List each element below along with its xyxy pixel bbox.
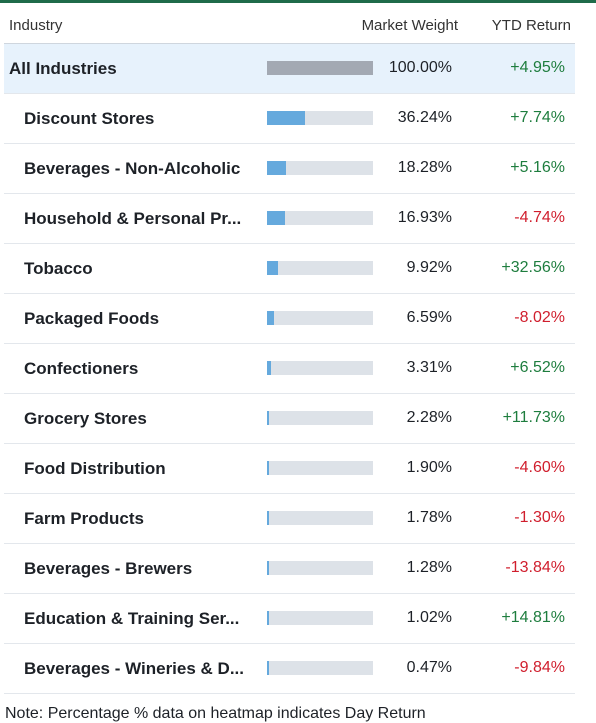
market-weight-value: 9.92% bbox=[406, 259, 452, 276]
market-weight-bar bbox=[267, 61, 373, 75]
header-industry[interactable]: Industry bbox=[9, 17, 63, 34]
table-row[interactable]: Tobacco 9.92% +32.56% bbox=[4, 244, 575, 294]
industry-name[interactable]: Beverages - Non-Alcoholic bbox=[24, 159, 241, 178]
market-weight-value: 36.24% bbox=[397, 109, 452, 126]
market-weight-bar-fill bbox=[267, 111, 306, 125]
market-weight-value: 1.90% bbox=[406, 459, 452, 476]
market-weight-bar bbox=[267, 311, 373, 325]
table-body: All Industries 100.00% +4.95% Discount Stor… bbox=[4, 44, 575, 694]
industry-name[interactable]: Grocery Stores bbox=[24, 409, 147, 428]
market-weight-bar bbox=[267, 261, 373, 275]
ytd-return-value: +11.73% bbox=[502, 409, 565, 426]
industry-name[interactable]: Household & Personal Pr... bbox=[24, 209, 242, 228]
industry-name[interactable]: Education & Training Ser... bbox=[24, 609, 240, 628]
industry-table: Industry Market Weight YTD Return All In… bbox=[4, 3, 575, 694]
table-row[interactable]: Household & Personal Pr... 16.93% -4.74% bbox=[4, 194, 575, 244]
market-weight-bar-fill bbox=[267, 161, 287, 175]
market-weight-value: 18.28% bbox=[397, 159, 452, 176]
market-weight-value: 6.59% bbox=[406, 309, 452, 326]
market-weight-bar bbox=[267, 461, 373, 475]
market-weight-bar-fill bbox=[267, 661, 270, 675]
market-weight-bar-fill bbox=[267, 211, 285, 225]
market-weight-bar bbox=[267, 161, 373, 175]
market-weight-bar bbox=[267, 511, 373, 525]
ytd-return-value: -13.84% bbox=[505, 559, 565, 576]
footnote: Note: Percentage % data on heatmap indic… bbox=[5, 705, 426, 722]
table-row[interactable]: Discount Stores 36.24% +7.74% bbox=[4, 94, 575, 144]
market-weight-bar bbox=[267, 411, 373, 425]
market-weight-bar-fill bbox=[267, 611, 270, 625]
market-weight-bar-fill bbox=[267, 511, 270, 525]
industry-name[interactable]: Confectioners bbox=[24, 359, 139, 378]
market-weight-value: 3.31% bbox=[406, 359, 452, 376]
market-weight-bar-fill bbox=[267, 411, 270, 425]
market-weight-bar-fill bbox=[267, 361, 271, 375]
ytd-return-value: +5.16% bbox=[510, 159, 565, 176]
table-row[interactable]: Grocery Stores 2.28% +11.73% bbox=[4, 394, 575, 444]
table-row[interactable]: Food Distribution 1.90% -4.60% bbox=[4, 444, 575, 494]
table-row[interactable]: Confectioners 3.31% +6.52% bbox=[4, 344, 575, 394]
market-weight-bar-fill bbox=[267, 261, 278, 275]
header-market-weight[interactable]: Market Weight bbox=[361, 17, 458, 34]
table-row-all-industries[interactable]: All Industries 100.00% +4.95% bbox=[4, 44, 575, 94]
ytd-return-value: -4.60% bbox=[514, 459, 565, 476]
market-weight-value: 0.47% bbox=[406, 659, 452, 676]
industry-name[interactable]: All Industries bbox=[9, 59, 117, 78]
market-weight-bar bbox=[267, 561, 373, 575]
market-weight-value: 1.02% bbox=[406, 609, 452, 626]
industry-name[interactable]: Farm Products bbox=[24, 509, 144, 528]
ytd-return-value: +6.52% bbox=[510, 359, 565, 376]
market-weight-value: 1.28% bbox=[406, 559, 452, 576]
market-weight-bar-fill bbox=[267, 311, 274, 325]
table-row[interactable]: Beverages - Brewers 1.28% -13.84% bbox=[4, 544, 575, 594]
ytd-return-value: +4.95% bbox=[510, 59, 565, 76]
table-row[interactable]: Beverages - Wineries & D... 0.47% -9.84% bbox=[4, 644, 575, 694]
ytd-return-value: -9.84% bbox=[514, 659, 565, 676]
table-row[interactable]: Education & Training Ser... 1.02% +14.81% bbox=[4, 594, 575, 644]
header-ytd-return[interactable]: YTD Return bbox=[491, 17, 571, 34]
market-weight-value: 2.28% bbox=[406, 409, 452, 426]
ytd-return-value: +14.81% bbox=[501, 609, 565, 626]
market-weight-bar-fill bbox=[267, 61, 373, 75]
industry-name[interactable]: Beverages - Wineries & D... bbox=[24, 659, 244, 678]
market-weight-bar bbox=[267, 661, 373, 675]
table-row[interactable]: Beverages - Non-Alcoholic 18.28% +5.16% bbox=[4, 144, 575, 194]
market-weight-bar bbox=[267, 611, 373, 625]
ytd-return-value: -8.02% bbox=[514, 309, 565, 326]
table-row[interactable]: Packaged Foods 6.59% -8.02% bbox=[4, 294, 575, 344]
ytd-return-value: +32.56% bbox=[501, 259, 565, 276]
industry-name[interactable]: Tobacco bbox=[24, 259, 93, 278]
market-weight-bar-fill bbox=[267, 561, 270, 575]
market-weight-bar bbox=[267, 111, 373, 125]
table-header: Industry Market Weight YTD Return bbox=[4, 3, 575, 44]
table-row[interactable]: Farm Products 1.78% -1.30% bbox=[4, 494, 575, 544]
market-weight-value: 1.78% bbox=[406, 509, 452, 526]
ytd-return-value: +7.74% bbox=[510, 109, 565, 126]
market-weight-value: 16.93% bbox=[397, 209, 452, 226]
market-weight-bar-fill bbox=[267, 461, 270, 475]
ytd-return-value: -1.30% bbox=[514, 509, 565, 526]
market-weight-bar bbox=[267, 361, 373, 375]
industry-name[interactable]: Beverages - Brewers bbox=[24, 559, 193, 578]
ytd-return-value: -4.74% bbox=[514, 209, 565, 226]
market-weight-value: 100.00% bbox=[388, 59, 452, 76]
top-accent-line bbox=[0, 0, 596, 3]
industry-name[interactable]: Packaged Foods bbox=[24, 309, 160, 328]
market-weight-bar bbox=[267, 211, 373, 225]
industry-name[interactable]: Food Distribution bbox=[24, 459, 166, 478]
industry-name[interactable]: Discount Stores bbox=[24, 109, 155, 128]
